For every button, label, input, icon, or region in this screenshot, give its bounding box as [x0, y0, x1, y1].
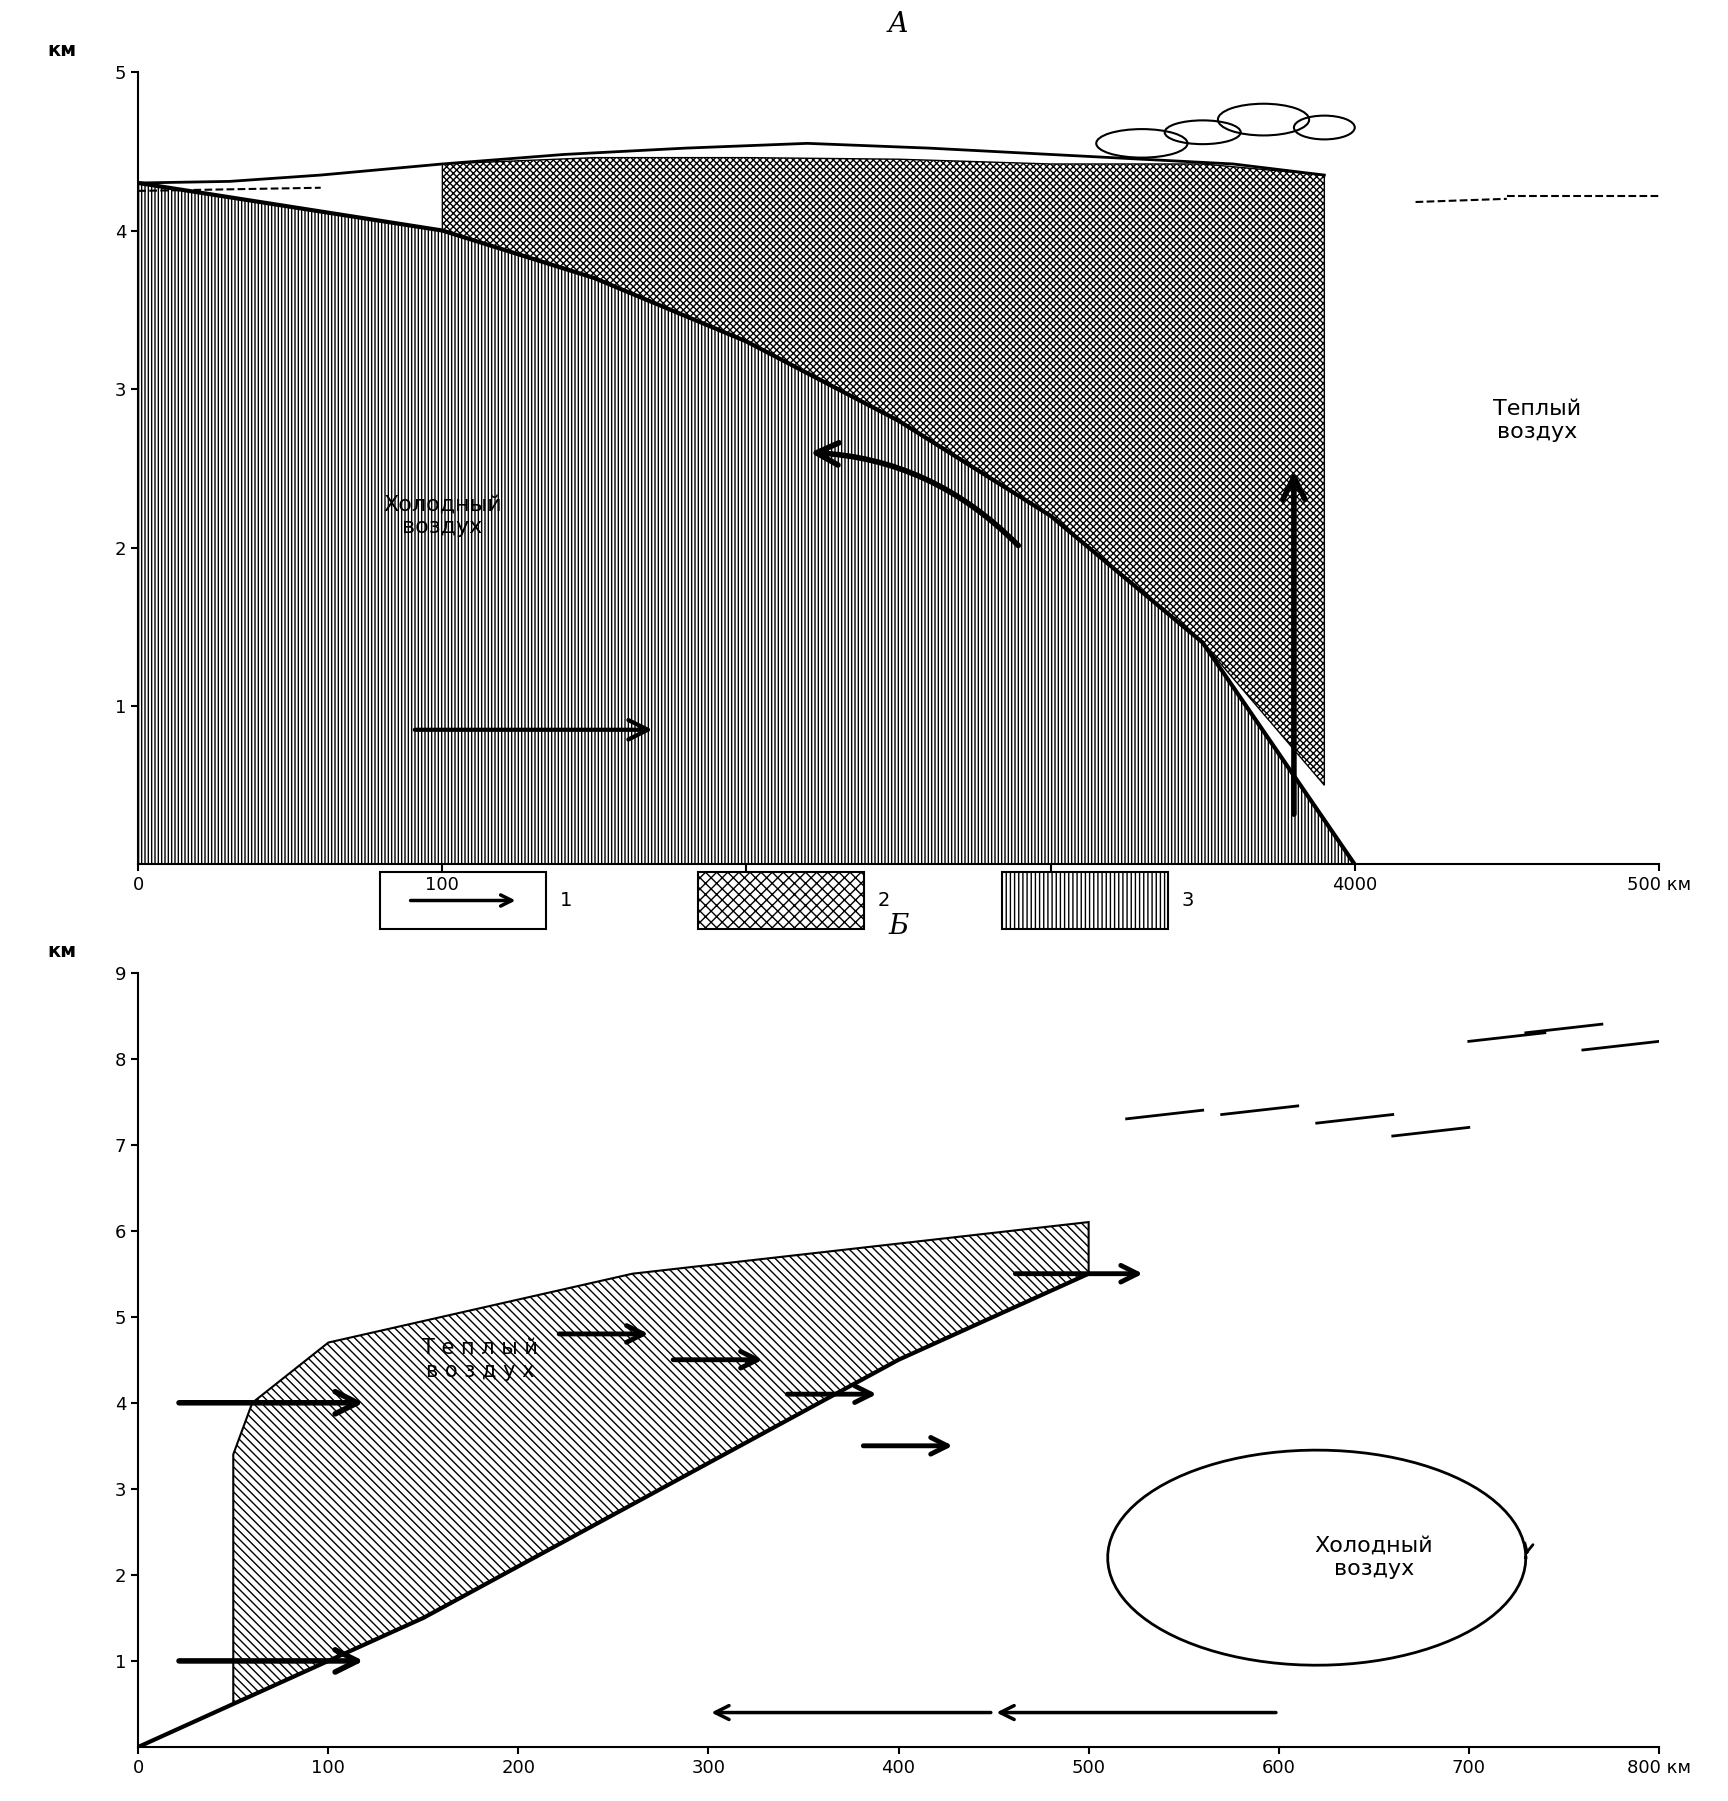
Bar — [698, 872, 864, 929]
Text: км: км — [47, 41, 76, 59]
Text: 2: 2 — [878, 891, 890, 910]
Text: Теплый
воздух: Теплый воздух — [1493, 400, 1581, 443]
Text: 1: 1 — [560, 891, 572, 910]
Text: Т е п л ы й
в о з д у х: Т е п л ы й в о з д у х — [422, 1338, 539, 1381]
Bar — [380, 872, 546, 929]
Text: Холодный
воздух: Холодный воздух — [1315, 1536, 1433, 1579]
Text: Б: Б — [888, 913, 909, 940]
Polygon shape — [138, 184, 1355, 864]
Text: Холодный
воздух: Холодный воздух — [384, 493, 501, 537]
Polygon shape — [442, 158, 1324, 785]
Polygon shape — [233, 1223, 1089, 1704]
Text: А: А — [888, 11, 909, 38]
Bar — [1002, 872, 1168, 929]
Polygon shape — [138, 1273, 1659, 1747]
Text: км: км — [47, 942, 76, 962]
Text: 3: 3 — [1182, 891, 1194, 910]
